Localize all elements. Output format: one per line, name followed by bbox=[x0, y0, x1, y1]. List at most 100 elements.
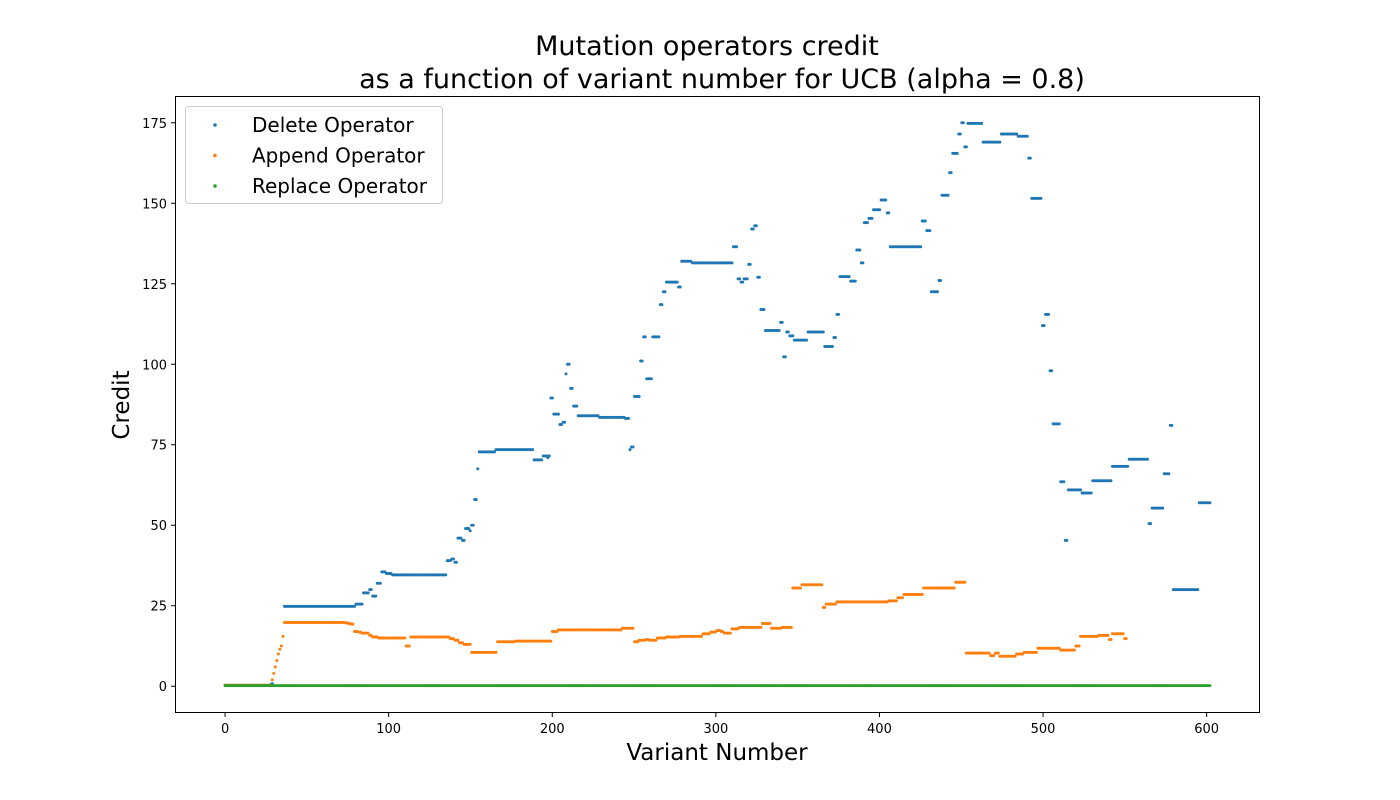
data-point bbox=[900, 596, 904, 600]
data-point bbox=[935, 290, 939, 294]
series-append-operator bbox=[223, 580, 1128, 687]
data-point bbox=[847, 275, 851, 279]
legend-box bbox=[185, 106, 443, 204]
data-point bbox=[949, 171, 953, 175]
data-point bbox=[1028, 156, 1032, 160]
data-point bbox=[456, 638, 460, 642]
data-point bbox=[757, 275, 761, 279]
data-point bbox=[1034, 650, 1038, 654]
x-tick-label: 500 bbox=[1031, 722, 1056, 737]
data-point bbox=[675, 280, 679, 284]
data-point bbox=[468, 529, 472, 533]
data-point bbox=[998, 140, 1002, 144]
data-point bbox=[476, 467, 480, 471]
data-point bbox=[279, 644, 283, 648]
data-point bbox=[728, 631, 732, 635]
data-point bbox=[369, 588, 373, 592]
data-point bbox=[1013, 654, 1017, 658]
data-point bbox=[833, 602, 837, 606]
data-point bbox=[837, 312, 841, 316]
data-point bbox=[754, 224, 758, 228]
data-point bbox=[820, 583, 824, 587]
chart-title-line2: as a function of variant number for UCB … bbox=[359, 64, 1085, 95]
data-point bbox=[919, 245, 923, 249]
data-point bbox=[745, 277, 749, 281]
y-axis-label: Credit bbox=[109, 370, 135, 439]
data-point bbox=[1149, 522, 1153, 526]
x-tick-label: 200 bbox=[540, 722, 565, 737]
data-point bbox=[923, 219, 927, 223]
data-point bbox=[980, 121, 984, 125]
y-tick-label: 100 bbox=[142, 358, 167, 373]
chart-title-line1: Mutation operators credit bbox=[535, 31, 879, 62]
data-point bbox=[1077, 644, 1081, 648]
data-point bbox=[468, 642, 472, 646]
series-delete-operator bbox=[223, 121, 1212, 687]
data-point bbox=[780, 320, 784, 324]
data-point bbox=[540, 458, 544, 462]
data-point bbox=[928, 229, 932, 233]
y-tick-label: 50 bbox=[150, 519, 167, 534]
data-point bbox=[459, 536, 463, 540]
data-point bbox=[575, 404, 579, 408]
data-point bbox=[378, 581, 382, 585]
data-point bbox=[1126, 464, 1130, 468]
data-point bbox=[735, 245, 739, 249]
data-point bbox=[407, 644, 411, 648]
legend-label: Replace Operator bbox=[252, 174, 428, 198]
data-point bbox=[768, 621, 772, 625]
data-point bbox=[1062, 480, 1066, 484]
data-point bbox=[1025, 134, 1029, 138]
data-point bbox=[861, 261, 865, 265]
data-point bbox=[570, 386, 574, 390]
x-tick-label: 0 bbox=[221, 722, 229, 737]
data-point bbox=[374, 594, 378, 598]
data-point bbox=[858, 248, 862, 252]
data-point bbox=[278, 647, 282, 651]
data-point bbox=[1079, 488, 1083, 492]
data-point bbox=[1106, 633, 1110, 637]
data-point bbox=[1050, 369, 1054, 373]
data-point bbox=[403, 636, 407, 640]
x-axis-label: Variant Number bbox=[626, 740, 808, 766]
data-point bbox=[1042, 324, 1046, 328]
legend: Delete Operator Append Operator Replace Op… bbox=[185, 106, 443, 204]
data-point bbox=[952, 586, 956, 590]
legend-marker bbox=[213, 153, 217, 158]
data-point bbox=[1015, 132, 1019, 136]
data-point bbox=[660, 303, 664, 307]
data-point bbox=[1146, 457, 1150, 461]
data-point bbox=[833, 336, 837, 340]
data-point bbox=[963, 580, 967, 584]
data-point bbox=[546, 456, 550, 460]
data-point bbox=[1196, 588, 1200, 592]
data-point bbox=[678, 285, 682, 289]
data-point bbox=[992, 654, 996, 658]
data-point bbox=[987, 651, 991, 655]
data-point bbox=[628, 448, 632, 452]
data-point bbox=[549, 639, 553, 643]
data-point bbox=[853, 279, 857, 283]
data-point bbox=[946, 193, 950, 197]
data-point bbox=[564, 372, 568, 376]
data-point bbox=[360, 602, 364, 606]
data-point bbox=[964, 145, 968, 149]
data-point bbox=[631, 445, 635, 449]
data-point bbox=[559, 422, 563, 426]
data-point bbox=[1089, 491, 1093, 495]
data-points-layer bbox=[223, 121, 1212, 688]
legend-label: Delete Operator bbox=[252, 113, 414, 137]
data-point bbox=[958, 132, 962, 136]
data-point bbox=[531, 448, 535, 452]
data-point bbox=[1039, 196, 1043, 200]
data-point bbox=[887, 211, 891, 215]
y-tick-label: 25 bbox=[150, 600, 167, 615]
data-point bbox=[351, 622, 355, 626]
data-point bbox=[649, 377, 653, 381]
data-point bbox=[777, 328, 781, 332]
data-point bbox=[730, 261, 734, 265]
data-point bbox=[657, 335, 661, 339]
data-point bbox=[798, 586, 802, 590]
data-point bbox=[751, 227, 755, 231]
plot-area-frame bbox=[175, 96, 1260, 713]
